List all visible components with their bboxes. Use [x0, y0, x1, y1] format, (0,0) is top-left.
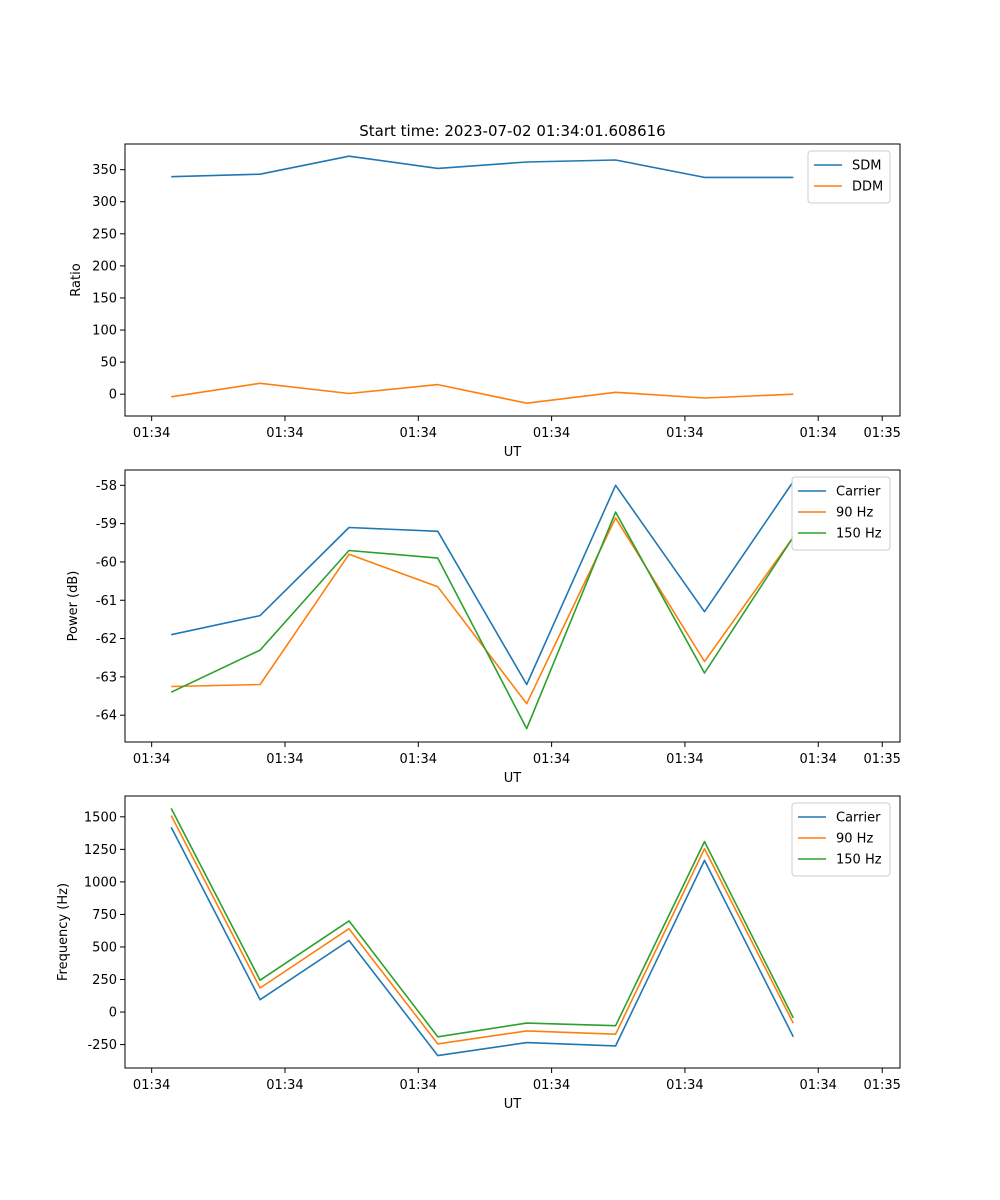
legend-label: 90 Hz — [836, 832, 873, 847]
y-axis-label: Ratio — [69, 263, 84, 296]
y-tick-label: 0 — [109, 1006, 117, 1021]
legend-label: 150 Hz — [836, 527, 882, 542]
frequency-plot-area: -250 0 250 500 750 1000 1250 1500 01:34 01:34 01:3… — [84, 795, 901, 1093]
y-tick-label: -63 — [96, 670, 117, 685]
y-tick-label: -60 — [96, 555, 117, 570]
y-tick-label: 250 — [92, 227, 117, 242]
legend-label: SDM — [852, 159, 881, 174]
x-tick-label: 01:34 — [666, 426, 703, 441]
legend: Carrier 90 Hz 150 Hz — [791, 476, 891, 551]
y-tick-label: 0 — [109, 388, 117, 403]
legend: SDM DDM — [807, 150, 891, 204]
x-tick-label: 01:35 — [863, 752, 900, 767]
x-tick-label: 01:34 — [400, 1078, 437, 1093]
series-line-ddm — [171, 382, 794, 405]
series-line-90-hz — [170, 815, 795, 1045]
y-tick-label: 150 — [92, 291, 117, 306]
x-tick-label: 01:35 — [863, 426, 900, 441]
x-tick-label: 01:34 — [133, 1078, 170, 1093]
y-tick-label: 1250 — [84, 843, 117, 858]
series-line-90-hz — [171, 517, 794, 705]
x-tick-label: 01:34 — [266, 752, 303, 767]
y-tick-label: 50 — [100, 356, 117, 371]
y-tick-label: 300 — [92, 195, 117, 210]
plot-frame — [124, 469, 901, 743]
x-tick-label: 01:35 — [863, 1078, 900, 1093]
y-tick-label: 250 — [92, 973, 117, 988]
legend-label: 90 Hz — [836, 506, 873, 521]
y-tick-label: -59 — [96, 517, 117, 532]
x-axis-label: UT — [504, 445, 522, 460]
frequency-chart: -250 0 250 500 750 1000 1250 1500 01:34 01:34 01:3… — [56, 795, 901, 1112]
y-axis-label: Frequency (Hz) — [56, 883, 71, 981]
x-tick-label: 01:34 — [533, 1078, 570, 1093]
series-line-150-hz — [170, 511, 794, 730]
legend-label: Carrier — [836, 485, 881, 500]
x-tick-label: 01:34 — [400, 752, 437, 767]
y-tick-label: 500 — [92, 940, 117, 955]
x-tick-label: 01:34 — [799, 752, 836, 767]
chart-title: Start time: 2023-07-02 01:34:01.608616 — [359, 122, 665, 140]
y-tick-label: 1000 — [84, 875, 117, 890]
x-tick-label: 01:34 — [133, 752, 170, 767]
y-tick-label: -250 — [87, 1038, 117, 1053]
series-line-150-hz — [170, 808, 795, 1038]
series-line-carrier — [171, 481, 794, 686]
legend-box — [807, 150, 891, 204]
x-tick-label: 01:34 — [666, 752, 703, 767]
ratio-chart: Start time: 2023-07-02 01:34:01.608616 0… — [69, 122, 901, 460]
x-tick-label: 01:34 — [533, 426, 570, 441]
x-tick-label: 01:34 — [799, 1078, 836, 1093]
x-tick-label: 01:34 — [666, 1078, 703, 1093]
y-tick-label: 200 — [92, 259, 117, 274]
y-axis-label: Power (dB) — [66, 571, 81, 642]
series-line-sdm — [171, 155, 794, 179]
legend-box — [791, 476, 891, 551]
legend-label: 150 Hz — [836, 853, 882, 868]
x-tick-label: 01:34 — [266, 426, 303, 441]
x-axis-label: UT — [504, 1097, 522, 1112]
y-tick-label: -58 — [96, 479, 117, 494]
y-tick-label: 750 — [92, 908, 117, 923]
x-tick-label: 01:34 — [533, 752, 570, 767]
x-axis-label: UT — [504, 771, 522, 786]
legend-box — [791, 802, 891, 877]
y-tick-label: 100 — [92, 324, 117, 339]
y-tick-label: -64 — [96, 709, 117, 724]
x-tick-label: 01:34 — [266, 1078, 303, 1093]
y-tick-label: 350 — [92, 163, 117, 178]
ratio-plot-area: 0 50 100 150 200 250 300 350 01:34 01:34 01:34 01:3… — [92, 143, 901, 441]
y-tick-label: -62 — [96, 632, 117, 647]
x-tick-label: 01:34 — [400, 426, 437, 441]
y-tick-label: -61 — [96, 594, 117, 609]
x-tick-label: 01:34 — [799, 426, 836, 441]
legend-label: Carrier — [836, 811, 881, 826]
x-tick-label: 01:34 — [133, 426, 170, 441]
legend-label: DDM — [852, 180, 883, 195]
power-chart: -64 -63 -62 -61 -60 -59 -58 01:34 01:34 01:34 01:3… — [66, 469, 901, 786]
legend: Carrier 90 Hz 150 Hz — [791, 802, 891, 877]
plot-frame — [124, 795, 901, 1069]
power-plot-area: -64 -63 -62 -61 -60 -59 -58 01:34 01:34 01:34 01:3… — [96, 469, 901, 767]
plot-frame — [124, 143, 901, 417]
y-tick-label: 1500 — [84, 810, 117, 825]
series-line-carrier — [170, 826, 795, 1057]
